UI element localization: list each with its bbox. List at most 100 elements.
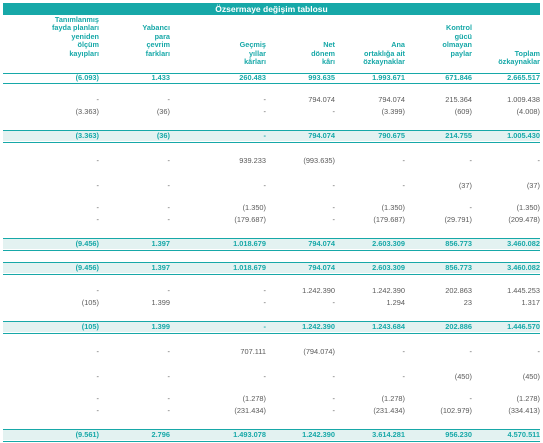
table-cell: 790.675 — [336, 131, 405, 141]
table-cell: 1.397 — [100, 239, 170, 249]
table-cell: (334.413) — [473, 406, 540, 416]
table-cell: 1.993.671 — [336, 73, 405, 83]
column-header-net-profit: Net dönem kârı — [267, 41, 335, 66]
table-cell: (450) — [406, 372, 472, 382]
table-cell: - — [171, 95, 266, 105]
table-cell: - — [9, 95, 99, 105]
table-row: (9.456) 1.397 1.018.679 794.074 2.603.30… — [3, 263, 540, 274]
table-cell: (179.687) — [336, 215, 405, 225]
table-cell: - — [100, 347, 170, 357]
table-cell: 1.433 — [100, 73, 170, 83]
table-cell: (993.635) — [267, 156, 335, 166]
table-cell: 1.446.570 — [473, 322, 540, 332]
divider — [3, 441, 540, 442]
column-header-nci: Kontrol gücü olmayan paylar — [406, 24, 472, 58]
table-cell: (36) — [100, 107, 170, 117]
table-cell: - — [100, 215, 170, 225]
table-cell: - — [171, 322, 266, 332]
table-row: (3.363) (36) - 794.074 790.675 214.755 1… — [3, 131, 540, 142]
divider — [3, 333, 540, 334]
table-cell: 1.005.430 — [473, 131, 540, 141]
header-line: özkaynaklar — [336, 58, 405, 66]
table-cell: 707.111 — [171, 347, 266, 357]
table-cell: - — [100, 156, 170, 166]
table-title: Özsermaye değişim tablosu — [3, 3, 540, 15]
divider — [3, 274, 540, 275]
table-cell: (3.363) — [9, 131, 99, 141]
divider — [3, 142, 540, 143]
table-cell: - — [100, 95, 170, 105]
table-cell: 794.074 — [267, 95, 335, 105]
table-cell: (231.434) — [336, 406, 405, 416]
table-cell: - — [267, 372, 335, 382]
table-cell: - — [406, 156, 472, 166]
table-cell: - — [9, 215, 99, 225]
table-cell: (6.093) — [9, 73, 99, 83]
table-cell: (105) — [9, 322, 99, 332]
table-cell: 2.603.309 — [336, 263, 405, 273]
table-cell: (1.278) — [171, 394, 266, 404]
table-row: - - - - - (37) (37) — [3, 181, 540, 192]
table-cell: 260.483 — [171, 73, 266, 83]
table-cell: - — [171, 131, 266, 141]
table-cell: - — [336, 347, 405, 357]
table-cell: 1.018.679 — [171, 263, 266, 273]
table-row: - - 939.233 (993.635) - - - — [3, 156, 540, 167]
table-row: - - (179.687) - (179.687) (29.791) (209.… — [3, 215, 540, 226]
table-cell: (1.278) — [473, 394, 540, 404]
table-row: - - (1.278) - (1.278) - (1.278) — [3, 394, 540, 405]
table-cell: - — [336, 372, 405, 382]
table-cell: 1.242.390 — [267, 322, 335, 332]
column-header-retained: Geçmiş yıllar kârları — [171, 41, 266, 66]
table-cell: - — [100, 286, 170, 296]
table-cell: (1.278) — [336, 394, 405, 404]
header-line: kayıpları — [9, 50, 99, 58]
table-cell: 214.755 — [406, 131, 472, 141]
table-row: - - - - - (450) (450) — [3, 372, 540, 383]
table-cell: (105) — [9, 298, 99, 308]
table-cell: (29.791) — [406, 215, 472, 225]
table-cell: - — [406, 394, 472, 404]
table-cell: 202.886 — [406, 322, 472, 332]
table-cell: 1.397 — [100, 263, 170, 273]
table-cell: 1.317 — [473, 298, 540, 308]
table-cell: - — [267, 107, 335, 117]
table-cell: 2.665.517 — [473, 73, 540, 83]
table-cell: 3.614.281 — [336, 430, 405, 440]
table-cell: - — [336, 181, 405, 191]
table-cell: 1.018.679 — [171, 239, 266, 249]
table-cell: 202.863 — [406, 286, 472, 296]
table-cell: - — [100, 203, 170, 213]
table-cell: - — [171, 286, 266, 296]
table-cell: 956.230 — [406, 430, 472, 440]
table-cell: (37) — [406, 181, 472, 191]
table-row: - - - 794.074 794.074 215.364 1.009.438 — [3, 95, 540, 106]
table-cell: - — [9, 286, 99, 296]
table-cell: 1.242.390 — [267, 430, 335, 440]
table-cell: - — [100, 372, 170, 382]
table-cell: - — [406, 203, 472, 213]
table-row: (9.456) 1.397 1.018.679 794.074 2.603.30… — [3, 239, 540, 250]
table-cell: - — [267, 406, 335, 416]
column-header-fx: Yabancı para çevrim farkları — [100, 24, 170, 58]
table-cell: 1.242.390 — [336, 286, 405, 296]
table-cell: - — [9, 406, 99, 416]
table-cell: 1.242.390 — [267, 286, 335, 296]
column-header-total: Toplam özkaynaklar — [473, 50, 540, 67]
table-cell: - — [406, 347, 472, 357]
divider — [3, 250, 540, 251]
header-line: paylar — [406, 50, 472, 58]
table-cell: 215.364 — [406, 95, 472, 105]
table-cell: (794.074) — [267, 347, 335, 357]
table-cell: (4.008) — [473, 107, 540, 117]
table-cell: 1.399 — [100, 298, 170, 308]
table-cell: - — [9, 203, 99, 213]
header-line: özkaynaklar — [473, 58, 540, 66]
column-header-defined-benefit: Tanımlanmış fayda planları yeniden ölçüm… — [9, 16, 99, 58]
table-cell: 23 — [406, 298, 472, 308]
table-cell: - — [9, 372, 99, 382]
table-cell: (37) — [473, 181, 540, 191]
table-cell: 794.074 — [267, 263, 335, 273]
table-cell: 794.074 — [267, 239, 335, 249]
table-cell: (1.350) — [171, 203, 266, 213]
